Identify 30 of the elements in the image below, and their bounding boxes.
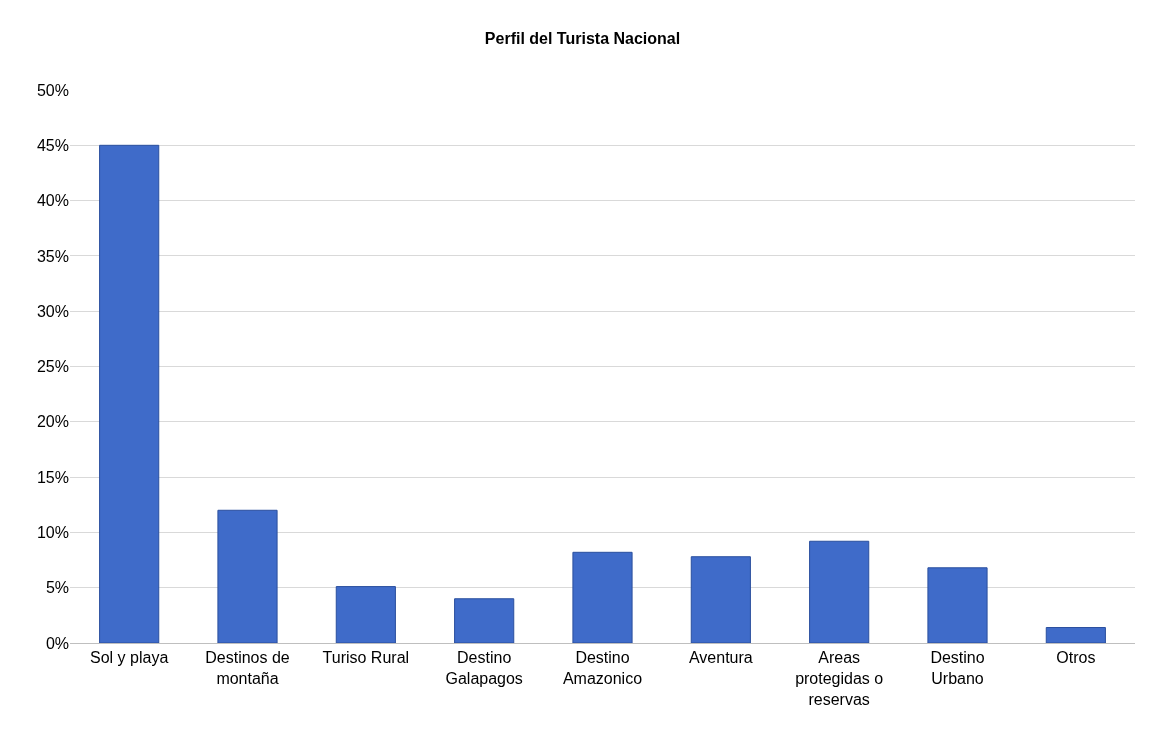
- x-tick-label: Destinos de montaña: [205, 649, 290, 687]
- y-tick-label: 30%: [36, 302, 69, 320]
- bar: [572, 551, 633, 643]
- bar: [1045, 627, 1106, 643]
- x-tick-label: Turiso Rural: [322, 649, 410, 667]
- x-tick-label: Areas protegidas o reservas: [795, 649, 884, 708]
- x-tick-label: Sol y playa: [90, 649, 169, 667]
- y-tick-label: 10%: [36, 524, 69, 541]
- chart-title: Perfil del Turista Nacional: [484, 30, 681, 48]
- y-tick-label: 0%: [45, 634, 69, 652]
- bar: [927, 567, 988, 643]
- y-tick-label: 20%: [36, 413, 69, 431]
- bar: [690, 556, 751, 643]
- y-tick-label: 5%: [45, 579, 69, 597]
- x-tick-label: Aventura: [688, 649, 753, 667]
- x-tick-label: Destino Amazonico: [562, 649, 643, 687]
- y-tick-label: 50%: [36, 81, 69, 99]
- y-tick-label: 40%: [36, 192, 69, 210]
- bar: [217, 509, 278, 643]
- bar: [454, 598, 515, 643]
- x-tick-label: Destino Urbano: [930, 649, 985, 687]
- x-tick-label: Otros: [1056, 649, 1096, 667]
- y-tick-label: 45%: [36, 136, 69, 154]
- y-tick-label: 35%: [36, 247, 69, 265]
- bar: [335, 586, 396, 643]
- x-tick-label: Destino Galapagos: [445, 649, 523, 687]
- y-tick-label: 25%: [36, 358, 69, 376]
- bar: [99, 144, 160, 643]
- bar: [809, 540, 870, 643]
- y-tick-label: 15%: [36, 468, 69, 486]
